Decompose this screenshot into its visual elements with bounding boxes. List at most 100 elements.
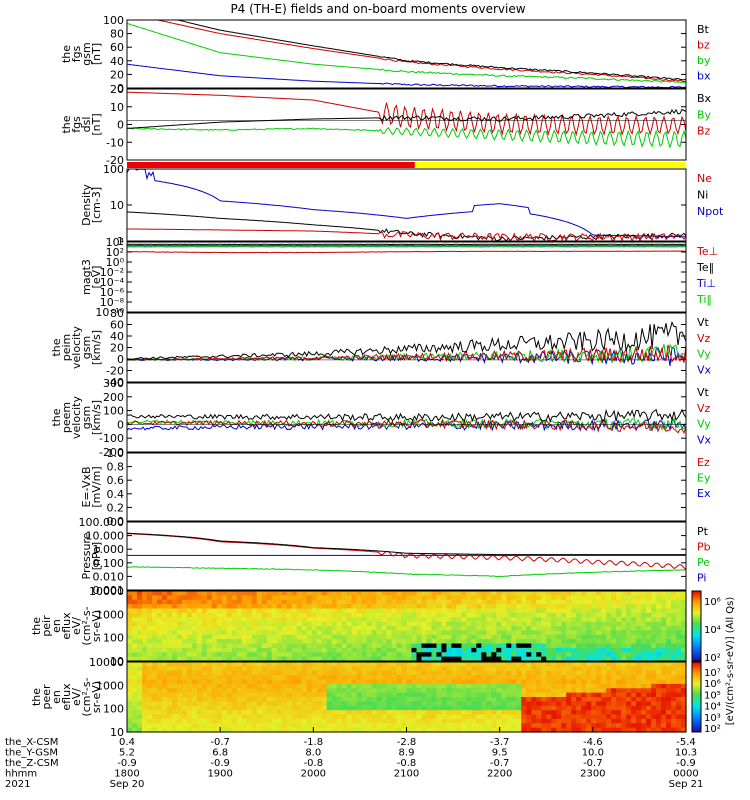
spectrogram-cell: [526, 727, 532, 733]
spectrogram-cell: [401, 697, 408, 702]
spectrogram-cell: [556, 617, 562, 623]
spectrogram-cell: [246, 621, 253, 627]
spectrogram-cell: [506, 599, 512, 605]
spectrogram-cell: [656, 710, 662, 716]
spectrogram-cell: [341, 647, 348, 653]
spectrogram-cell: [401, 639, 408, 645]
spectrogram-cell: [191, 662, 198, 667]
spectrogram-cell: [646, 723, 652, 729]
spectrogram-cell: [206, 692, 213, 698]
spectrogram-cell: [661, 612, 667, 618]
spectrogram-cell: [391, 683, 398, 689]
spectrogram-cell: [411, 630, 418, 636]
spectrogram-cell: [176, 662, 183, 667]
spectrogram-cell: [201, 612, 208, 618]
spectrogram-cell: [166, 656, 173, 662]
spectrogram-cell: [601, 599, 607, 605]
spectrogram-cell: [356, 692, 363, 698]
spectrogram-cell: [641, 679, 647, 685]
colorbar-step: [692, 650, 701, 653]
spectrogram-cell: [356, 604, 363, 610]
spectrogram-cell: [226, 626, 233, 631]
spectrogram-cell: [366, 604, 373, 610]
spectrogram-cell: [146, 718, 153, 724]
spectrogram-cell: [301, 701, 308, 707]
spectrogram-cell: [256, 643, 263, 649]
spectrogram-cell: [231, 662, 238, 667]
spectrogram-cell: [661, 630, 667, 636]
spectrogram-cell: [516, 670, 522, 676]
spectrogram-cell: [636, 621, 642, 627]
spectrogram-cell: [606, 599, 612, 605]
spectrogram-cell: [486, 710, 492, 716]
spectrogram-cell: [271, 634, 278, 640]
spectrogram-cell: [361, 675, 368, 681]
spectrogram-cell: [266, 679, 273, 685]
legend-entry: By: [697, 108, 712, 121]
spectrogram-cell: [431, 639, 438, 645]
spectrogram-cell: [596, 617, 602, 623]
spectrogram-cell: [486, 643, 492, 649]
spectrogram-cell: [476, 604, 482, 610]
spectrogram-cell: [436, 626, 443, 631]
legend-entry: Pe: [697, 556, 710, 569]
spectrogram-cell: [516, 608, 522, 614]
spectrogram-cell: [166, 705, 173, 711]
panel-ylabel: peir: [40, 615, 53, 637]
spectrogram-cell: [401, 718, 408, 724]
spectrogram-cell: [386, 608, 393, 614]
spectrogram-cell: [331, 688, 338, 694]
spectrogram-cell: [201, 705, 208, 711]
spectrogram-cell: [521, 670, 527, 676]
spectrogram-cell: [411, 604, 418, 610]
spectrogram-cell: [456, 697, 463, 702]
spectrogram-cell: [306, 705, 313, 711]
spectrogram-cell: [471, 599, 477, 605]
spectrogram-cell: [201, 688, 208, 694]
spectrogram-cell: [291, 697, 298, 702]
spectrogram-cell: [646, 662, 652, 667]
spectrogram-cell: [141, 727, 148, 733]
spectrogram-cell: [476, 656, 482, 662]
spectrogram-cell: [201, 639, 208, 645]
spectrogram-cell: [291, 591, 298, 596]
spectrogram-cell: [261, 679, 268, 685]
spectrogram-cell: [136, 670, 143, 676]
spectrogram-cell: [316, 604, 323, 610]
spectrogram-cell: [661, 670, 667, 676]
spectrogram-cell: [151, 652, 158, 658]
spectrogram-cell: [561, 670, 567, 676]
spectrogram-cell: [181, 612, 188, 618]
spectrogram-cell: [671, 670, 677, 676]
spectrogram-cell: [186, 692, 193, 698]
spectrogram-cell: [301, 595, 308, 601]
spectrogram-cell: [646, 679, 652, 685]
spectrogram-cell: [416, 621, 423, 627]
spectrogram-cell: [541, 634, 547, 640]
spectrogram-cell: [141, 595, 148, 601]
spectrogram-cell: [421, 710, 428, 716]
spectrogram-cell: [681, 670, 687, 676]
spectrogram-cell: [376, 595, 383, 601]
spectrogram-cell: [531, 647, 537, 653]
spectrogram-cell: [516, 697, 522, 702]
spectrogram-cell: [231, 630, 238, 636]
spectrogram-cell: [596, 701, 602, 707]
spectrogram-cell: [616, 705, 622, 711]
spectrogram-cell: [641, 666, 647, 672]
spectrogram-cell: [176, 599, 183, 605]
spectrogram-cell: [176, 630, 183, 636]
spectrogram-cell: [131, 675, 138, 681]
ytick-label: 100: [103, 14, 124, 27]
spectrogram-cell: [316, 701, 323, 707]
spectrogram-cell: [401, 621, 408, 627]
spectrogram-cell: [641, 604, 647, 610]
spectrogram-cell: [146, 639, 153, 645]
spectrogram-cell: [596, 621, 602, 627]
spectrogram-cell: [301, 666, 308, 672]
spectrogram-cell: [356, 630, 363, 636]
spectrogram-cell: [631, 718, 637, 724]
spectrogram-cell: [366, 666, 373, 672]
spectrogram-cell: [156, 643, 163, 649]
colorbar-step: [692, 601, 701, 604]
